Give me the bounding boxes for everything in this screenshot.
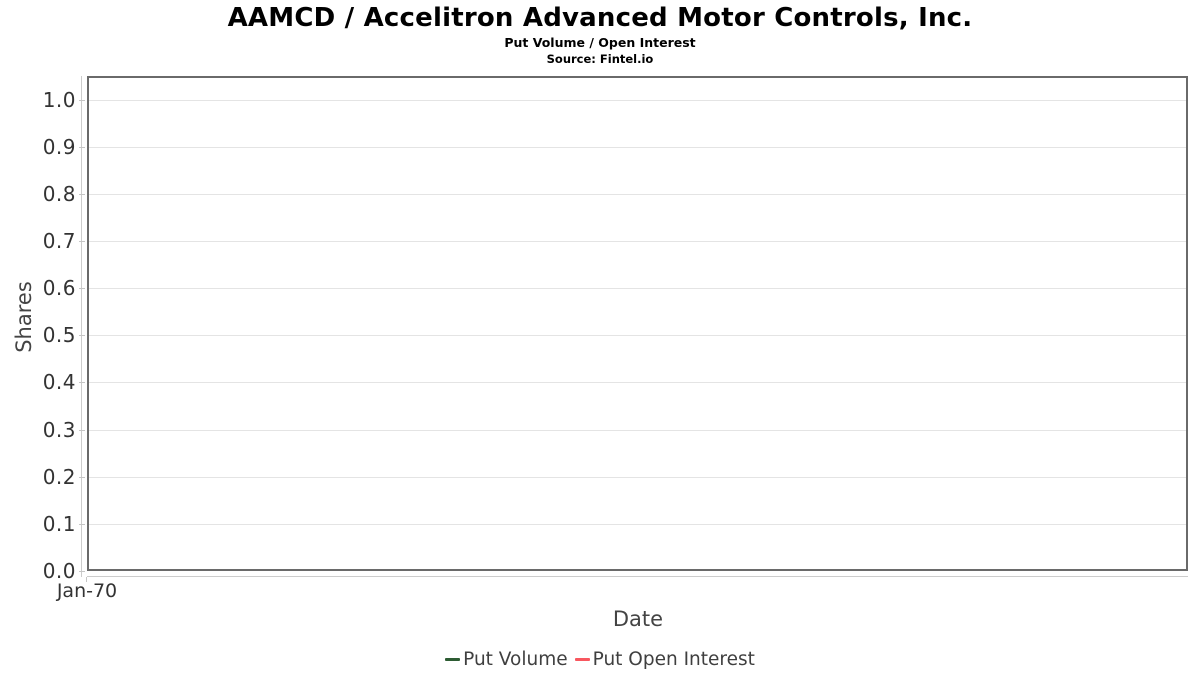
legend-label: Put Open Interest <box>592 648 755 670</box>
y-axis-line <box>81 76 82 577</box>
y-axis-title: Shares <box>12 281 36 353</box>
y-tick-label: 0.8 <box>42 181 76 206</box>
y-tick-mark <box>79 382 85 384</box>
legend-item-put-open-interest[interactable]: Put Open Interest <box>574 648 755 670</box>
y-gridline <box>89 146 1186 148</box>
y-tick-mark <box>79 241 85 242</box>
y-gridline <box>89 476 1186 478</box>
y-tick-mark <box>79 146 85 148</box>
legend-swatch-icon <box>445 657 461 661</box>
legend: Put Volume Put Open Interest <box>0 646 1200 672</box>
y-tick-label: 1.0 <box>42 87 76 112</box>
y-gridline <box>89 429 1186 431</box>
y-tick-label: 0.2 <box>42 464 76 489</box>
y-tick-label: 0.4 <box>42 370 76 395</box>
y-gridline <box>89 288 1186 290</box>
y-gridline <box>89 335 1186 337</box>
x-axis-title: Date <box>612 607 664 631</box>
plot-area <box>87 76 1188 571</box>
y-tick-label: 0.5 <box>42 323 76 348</box>
y-gridline <box>89 523 1186 525</box>
x-tick-mark <box>86 577 87 582</box>
legend-item-put-volume[interactable]: Put Volume <box>445 649 568 670</box>
chart-source-credit: Source: Fintel.io <box>546 52 654 66</box>
y-tick-mark <box>79 476 85 478</box>
y-tick-label: 0.9 <box>42 134 76 159</box>
y-tick-mark <box>79 288 85 290</box>
x-tick-label: Jan-70 <box>56 580 118 602</box>
y-gridline <box>89 241 1186 242</box>
y-tick-mark <box>79 335 85 337</box>
y-tick-label: 0.1 <box>42 511 76 536</box>
y-gridline <box>89 193 1186 195</box>
y-tick-mark <box>79 523 85 525</box>
legend-label: Put Volume <box>463 648 568 670</box>
y-tick-label: 0.0 <box>42 559 76 583</box>
y-tick-label: 0.6 <box>42 276 76 301</box>
y-gridline <box>89 99 1186 101</box>
y-tick-label: 0.7 <box>42 229 76 253</box>
chart-title: AAMCD / Accelitron Advanced Motor Contro… <box>227 3 973 33</box>
y-tick-mark <box>79 99 85 101</box>
y-tick-mark <box>79 193 85 195</box>
y-tick-label: 0.3 <box>42 417 76 442</box>
x-axis-line <box>87 576 1188 577</box>
y-tick-mark <box>79 571 85 572</box>
chart-subtitle: Put Volume / Open Interest <box>504 35 696 50</box>
y-tick-mark <box>79 429 85 431</box>
y-gridline <box>89 382 1186 384</box>
legend-swatch-icon <box>574 657 590 661</box>
